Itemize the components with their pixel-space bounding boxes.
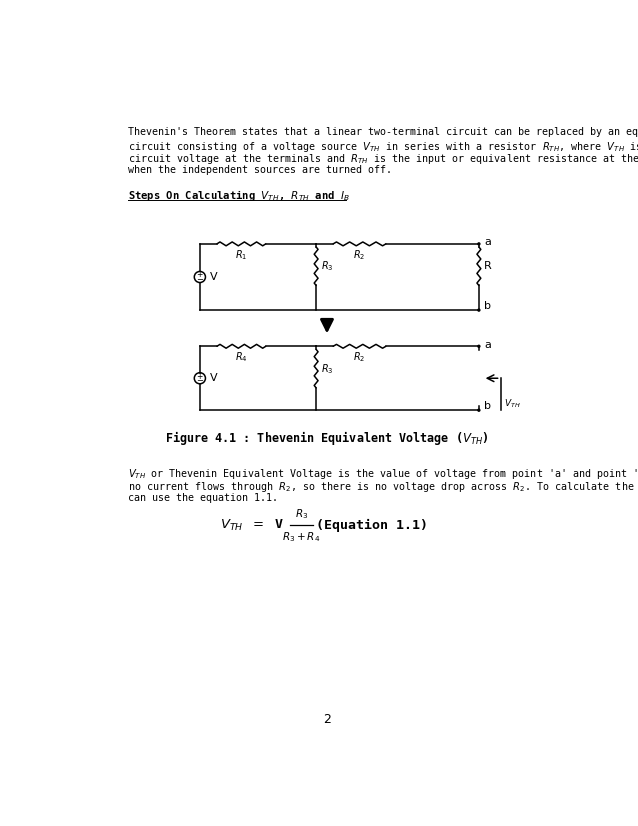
Text: $R_3+R_4$: $R_3+R_4$: [282, 530, 320, 544]
Text: b: b: [484, 301, 491, 311]
Circle shape: [478, 409, 480, 411]
Circle shape: [478, 345, 480, 347]
Text: $V_{TH}$ or Thevenin Equivalent Voltage is the value of voltage from point 'a' a: $V_{TH}$ or Thevenin Equivalent Voltage …: [128, 468, 638, 482]
Text: Steps On Calculating $V_{TH}$, $R_{TH}$ and $I_B$: Steps On Calculating $V_{TH}$, $R_{TH}$ …: [128, 188, 350, 203]
Text: $R_4$: $R_4$: [235, 350, 248, 364]
Text: $R_3$: $R_3$: [321, 259, 333, 273]
Text: 2: 2: [323, 713, 331, 726]
Text: a: a: [484, 237, 491, 247]
Circle shape: [478, 243, 480, 244]
Text: a: a: [484, 339, 491, 349]
Text: Figure 4.1 : Thevenin Equivalent Voltage ($V_{TH}$): Figure 4.1 : Thevenin Equivalent Voltage…: [165, 429, 489, 447]
Text: V: V: [210, 272, 218, 282]
Text: $V_{TH}$ $=$ V: $V_{TH}$ $=$ V: [221, 518, 285, 534]
Text: Thevenin's Theorem states that a linear two-terminal circuit can be replaced by : Thevenin's Theorem states that a linear …: [128, 127, 638, 137]
Text: (Equation 1.1): (Equation 1.1): [316, 520, 428, 532]
Circle shape: [478, 309, 480, 311]
Text: +: +: [197, 270, 203, 279]
Text: $R_2$: $R_2$: [353, 248, 366, 262]
Text: can use the equation 1.1.: can use the equation 1.1.: [128, 492, 278, 502]
Text: $R_3$: $R_3$: [295, 507, 308, 520]
Text: −: −: [197, 376, 204, 385]
Text: $V_{TH}$: $V_{TH}$: [503, 398, 521, 411]
Text: $R_3$: $R_3$: [321, 362, 333, 376]
Text: when the independent sources are turned off.: when the independent sources are turned …: [128, 165, 392, 175]
Text: circuit consisting of a voltage source $V_{TH}$ in series with a resistor $R_{TH: circuit consisting of a voltage source $…: [128, 140, 638, 154]
Text: no current flows through $R_2$, so there is no voltage drop across $R_2$. To cal: no current flows through $R_2$, so there…: [128, 480, 638, 494]
Text: b: b: [484, 401, 491, 411]
Text: $R_2$: $R_2$: [353, 350, 366, 364]
Text: $R_1$: $R_1$: [235, 248, 248, 262]
Text: R: R: [484, 261, 491, 271]
Text: +: +: [197, 372, 203, 381]
Text: −: −: [197, 275, 204, 283]
Text: circuit voltage at the terminals and $R_{TH}$ is the input or equivalent resista: circuit voltage at the terminals and $R_…: [128, 152, 638, 166]
Text: V: V: [210, 373, 218, 383]
